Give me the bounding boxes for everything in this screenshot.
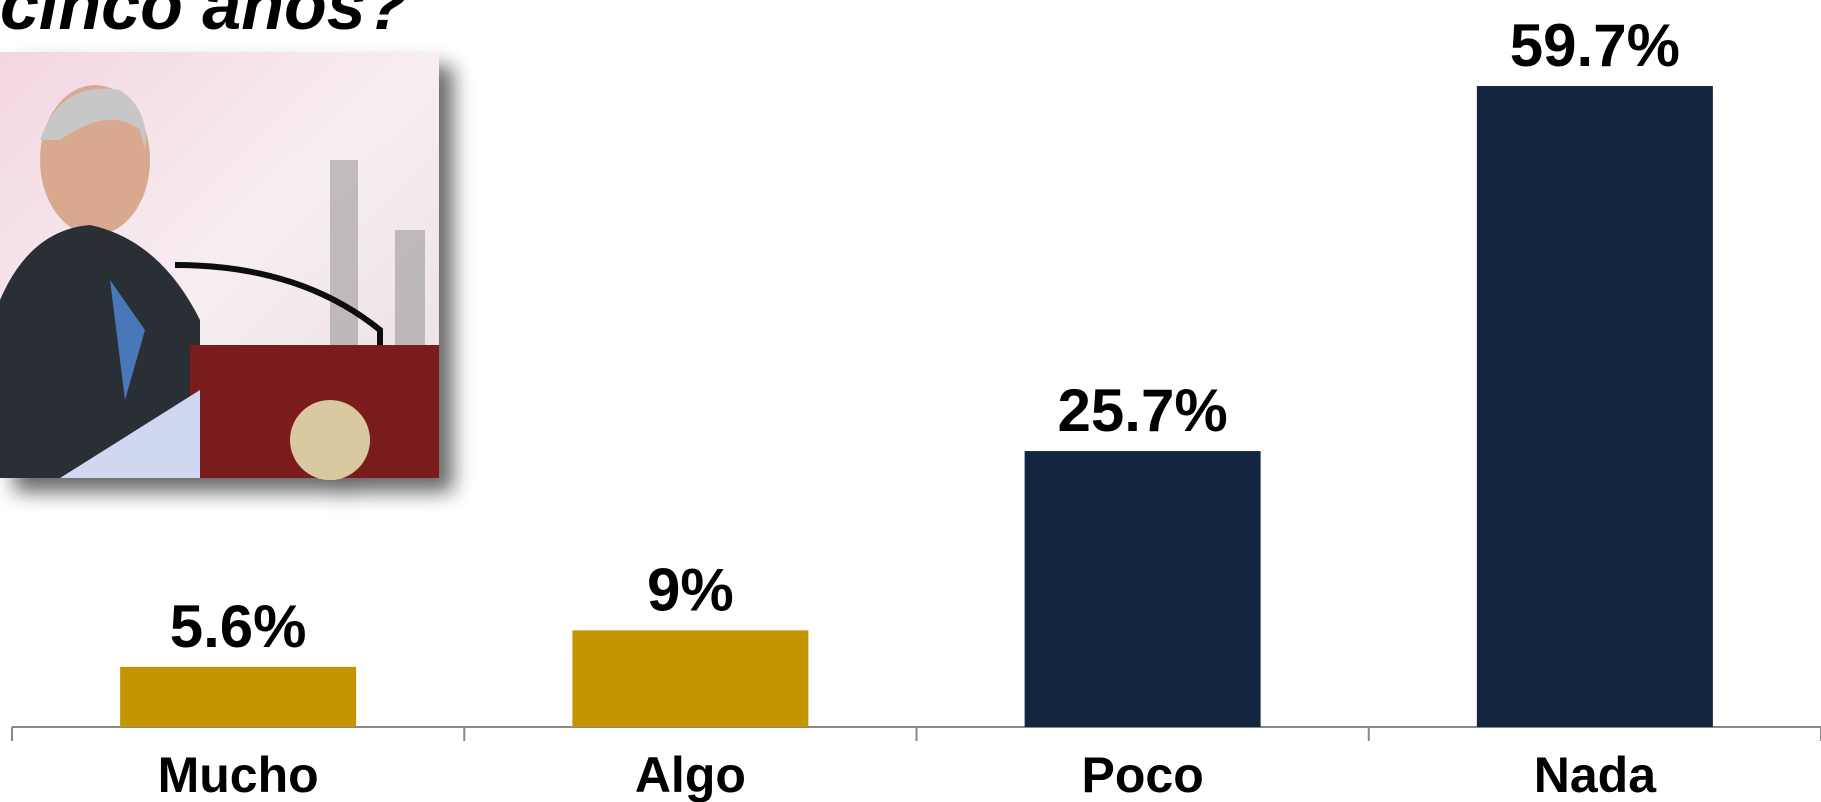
chart-title: cinco años? [0, 0, 408, 44]
x-tick-label: Poco [1082, 747, 1204, 802]
bar [1476, 86, 1713, 727]
x-tick-label: Algo [635, 747, 746, 802]
value-label: 59.7% [1510, 12, 1680, 79]
bar [1024, 451, 1261, 727]
value-label: 9% [647, 556, 734, 623]
photo [0, 52, 439, 480]
value-label: 25.7% [1058, 377, 1228, 444]
x-tick-label: Nada [1534, 747, 1657, 802]
bar [572, 630, 809, 727]
x-tick-label: Mucho [158, 747, 319, 802]
bar [120, 666, 357, 727]
value-label: 5.6% [170, 593, 307, 660]
